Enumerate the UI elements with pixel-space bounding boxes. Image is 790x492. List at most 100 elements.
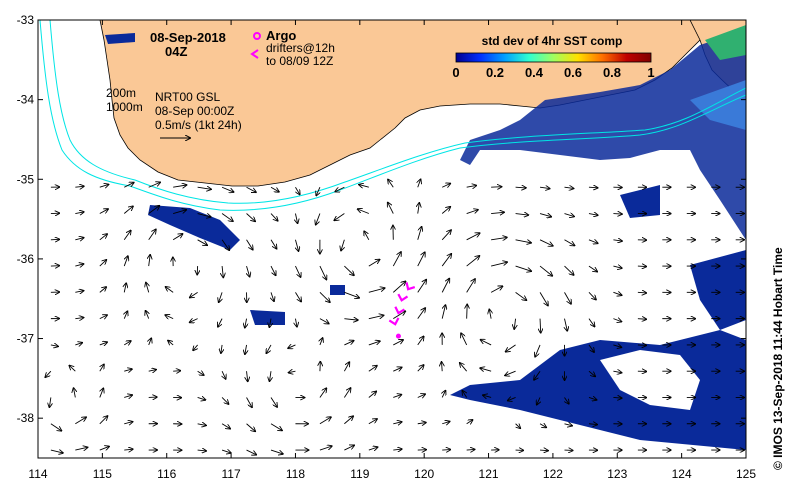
current-vector — [197, 213, 211, 217]
credit-text: © IMOS 13-Sep-2018 11:44 Hobart Time — [771, 247, 785, 470]
drifter-point — [388, 317, 400, 326]
source-line-2: 08-Sep 00:00Z — [155, 104, 234, 118]
current-vector — [442, 422, 449, 424]
current-vector — [344, 319, 357, 320]
current-vector — [221, 423, 230, 429]
x-tick-label: 122 — [543, 467, 563, 481]
current-vector — [319, 292, 330, 302]
x-tick-label: 123 — [607, 467, 627, 481]
current-vector — [564, 318, 567, 331]
current-vector — [173, 185, 186, 187]
current-vector — [467, 305, 468, 319]
current-vector — [100, 364, 104, 372]
current-vector — [270, 213, 278, 221]
current-vector — [197, 424, 206, 426]
current-vector — [418, 203, 420, 214]
current-vector — [368, 341, 380, 346]
current-vector — [417, 280, 426, 293]
current-vector — [69, 366, 76, 372]
y-tick-label: -35 — [17, 172, 35, 186]
current-vector — [516, 424, 521, 428]
current-vector — [491, 187, 501, 188]
current-vector — [193, 344, 198, 350]
current-vector — [124, 449, 132, 450]
current-vector — [124, 422, 132, 424]
current-vector — [344, 291, 359, 297]
y-tick-label: -36 — [17, 252, 35, 266]
current-vector — [539, 265, 552, 276]
x-tick-label: 120 — [414, 467, 434, 481]
current-vector — [481, 340, 492, 346]
current-vector — [417, 423, 426, 424]
drifter-point — [394, 306, 405, 315]
current-vector — [295, 265, 300, 277]
current-vector — [246, 186, 256, 192]
current-vector — [368, 419, 377, 425]
current-vector — [197, 371, 204, 375]
current-vector — [74, 388, 76, 398]
current-vector — [441, 254, 451, 267]
current-vector — [165, 315, 174, 319]
current-vector — [172, 234, 182, 241]
current-vector — [442, 184, 450, 188]
current-vector — [148, 229, 156, 241]
x-tick-label: 119 — [350, 467, 369, 481]
colorbar-tick-label: 0.4 — [525, 65, 544, 80]
argo-icon — [253, 32, 261, 40]
current-vector — [392, 281, 405, 293]
current-vector — [508, 397, 516, 400]
current-vector — [588, 214, 598, 216]
current-vector — [219, 292, 222, 302]
current-vector — [100, 388, 104, 398]
current-vector — [75, 238, 83, 240]
current-vector — [637, 292, 646, 293]
current-vector — [45, 370, 52, 377]
current-vector — [148, 370, 156, 372]
current-vector — [221, 213, 233, 222]
current-vector — [491, 262, 507, 267]
current-vector — [99, 416, 108, 425]
x-tick-label: 115 — [93, 467, 112, 481]
current-vector — [221, 186, 233, 192]
drifters-label: drifters@12h — [266, 41, 335, 55]
current-vector — [289, 371, 296, 372]
contour-label-200: 200m — [106, 86, 136, 100]
current-vector — [146, 311, 149, 319]
current-vector — [124, 395, 132, 397]
current-vector — [295, 213, 297, 224]
current-vector — [270, 423, 282, 431]
argo-label: Argo — [266, 28, 296, 43]
current-vector — [197, 239, 208, 245]
current-vector — [588, 292, 596, 299]
current-vector — [515, 265, 532, 271]
current-vector — [75, 264, 83, 266]
current-vector — [197, 450, 206, 451]
current-vector — [393, 367, 401, 371]
current-vector — [335, 186, 345, 191]
x-tick-label: 124 — [672, 467, 692, 481]
current-vector — [75, 417, 86, 425]
current-vector — [540, 318, 541, 333]
current-vector — [99, 342, 107, 345]
current-vector — [537, 397, 540, 404]
current-vector — [441, 230, 451, 241]
current-vector — [197, 187, 211, 189]
x-axis-ticks: 114 115 116 117 118 119 120 121 122 123 124 125 — [28, 20, 756, 481]
current-vector — [368, 447, 378, 450]
current-vector — [271, 292, 274, 301]
current-vector — [221, 397, 228, 404]
current-vector — [417, 365, 424, 372]
current-vector — [341, 239, 344, 251]
current-vector — [149, 255, 150, 267]
current-vector — [539, 424, 546, 428]
current-vector — [466, 449, 475, 450]
current-vector — [246, 239, 253, 250]
current-vector — [466, 279, 475, 293]
x-tick-label: 117 — [222, 467, 241, 481]
current-vector — [417, 252, 425, 267]
current-vector — [288, 345, 296, 348]
current-vector — [124, 311, 127, 319]
current-vector — [442, 305, 445, 319]
current-vector — [218, 318, 223, 327]
current-vector — [166, 287, 174, 293]
